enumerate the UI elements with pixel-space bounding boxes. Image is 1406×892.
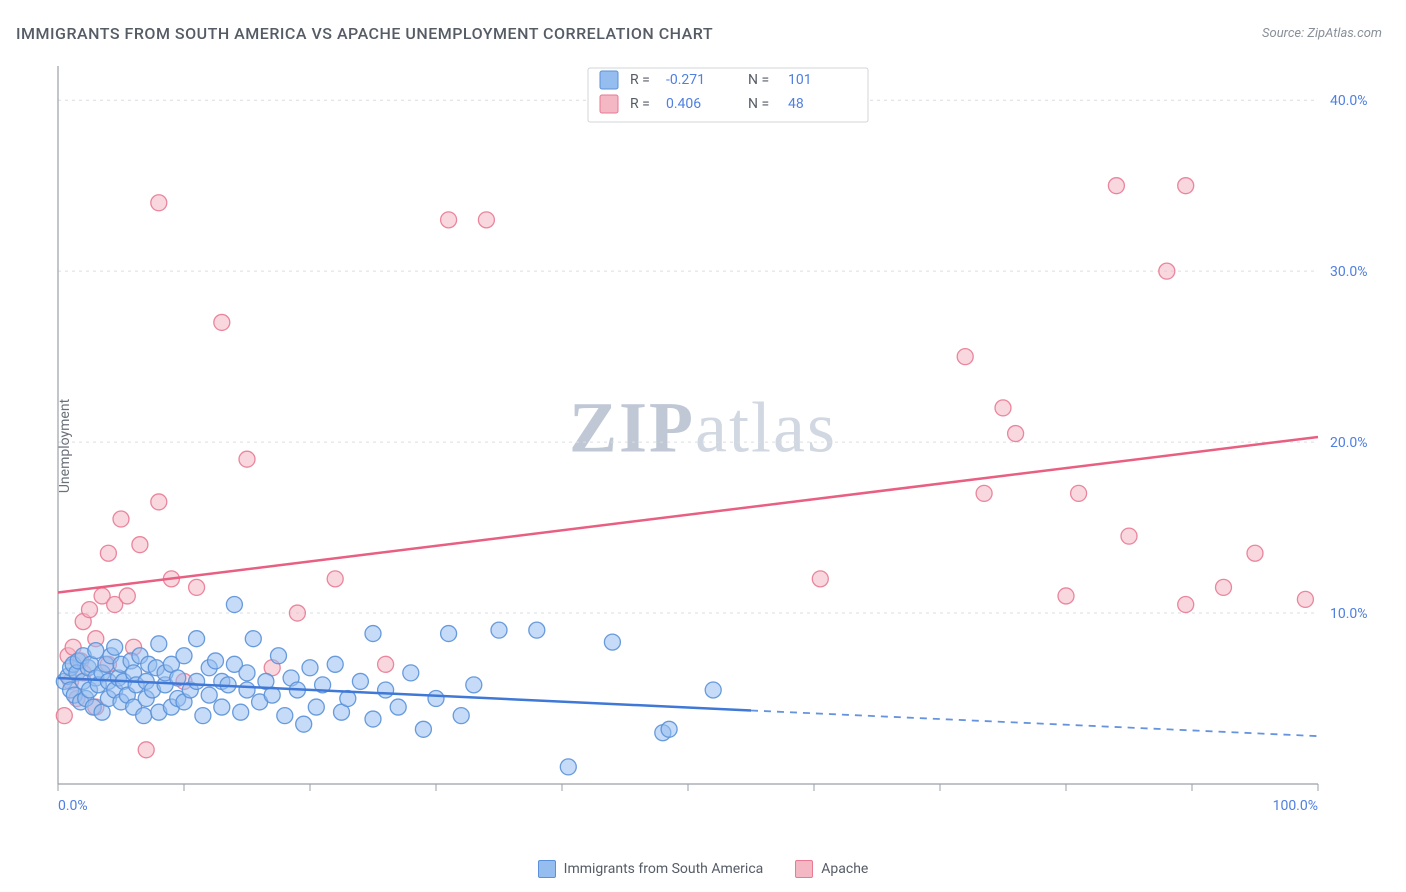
svg-text:48: 48 <box>788 96 804 112</box>
svg-text:101: 101 <box>788 72 812 88</box>
svg-text:0.0%: 0.0% <box>58 798 88 814</box>
legend-swatch-apache <box>795 860 813 878</box>
svg-text:N =: N = <box>748 72 769 88</box>
svg-text:10.0%: 10.0% <box>1330 606 1368 622</box>
legend-label-immigrants: Immigrants from South America <box>564 861 764 877</box>
legend-item-apache: Apache <box>795 860 868 878</box>
svg-text:30.0%: 30.0% <box>1330 264 1368 280</box>
scatter-chart-svg: 0.0% 100.0% 10.0% 20.0% 30.0% 40.0% R = -0.271 N… <box>48 60 1388 828</box>
legend-swatch-immigrants <box>538 860 556 878</box>
svg-text:-0.271: -0.271 <box>666 72 705 88</box>
svg-text:0.406: 0.406 <box>666 96 701 112</box>
source-attribution: Source: ZipAtlas.com <box>1262 26 1382 41</box>
svg-text:20.0%: 20.0% <box>1330 435 1368 451</box>
chart-area: 0.0% 100.0% 10.0% 20.0% 30.0% 40.0% R = -0.271 N… <box>48 60 1388 828</box>
svg-text:100.0%: 100.0% <box>1273 798 1318 814</box>
svg-text:R =: R = <box>630 72 650 88</box>
bottom-legend: Immigrants from South America Apache <box>0 860 1406 878</box>
svg-text:40.0%: 40.0% <box>1330 93 1368 109</box>
svg-text:R =: R = <box>630 96 650 112</box>
chart-title: IMMIGRANTS FROM SOUTH AMERICA VS APACHE … <box>16 24 713 43</box>
legend-item-immigrants: Immigrants from South America <box>538 860 764 878</box>
svg-text:N =: N = <box>748 96 769 112</box>
legend-label-apache: Apache <box>821 861 868 877</box>
